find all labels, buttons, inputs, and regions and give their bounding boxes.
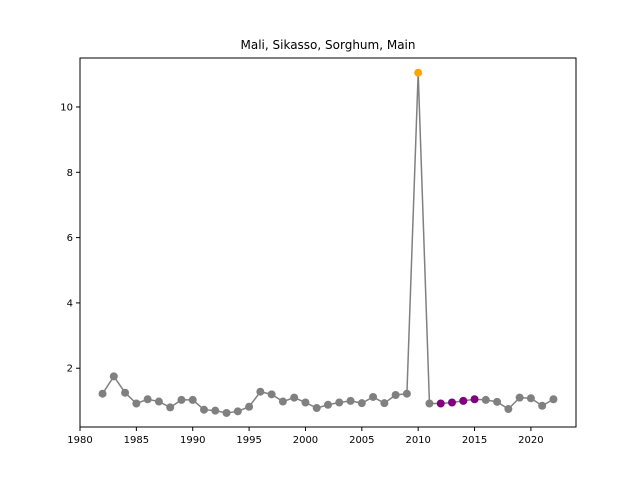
data-point bbox=[504, 405, 513, 414]
x-tick-label: 2000 bbox=[293, 435, 318, 446]
x-tick-label: 2005 bbox=[349, 435, 374, 446]
data-point bbox=[211, 406, 220, 415]
x-tick-label: 2020 bbox=[518, 435, 543, 446]
y-tick-label: 10 bbox=[60, 102, 73, 113]
data-point bbox=[481, 395, 490, 404]
data-point bbox=[154, 397, 163, 406]
x-tick-label: 1985 bbox=[124, 435, 149, 446]
data-point bbox=[267, 390, 276, 399]
data-point bbox=[301, 398, 310, 407]
chart-title: Mali, Sikasso, Sorghum, Main bbox=[241, 38, 416, 52]
x-tick-label: 1995 bbox=[236, 435, 261, 446]
data-point bbox=[391, 390, 400, 399]
data-point bbox=[121, 388, 130, 397]
x-tick-label: 1990 bbox=[180, 435, 205, 446]
x-tick-label: 2015 bbox=[462, 435, 487, 446]
data-point bbox=[233, 407, 242, 416]
y-tick-label: 6 bbox=[67, 233, 73, 244]
data-point bbox=[335, 398, 344, 407]
data-point bbox=[414, 68, 423, 77]
data-point bbox=[166, 403, 175, 412]
data-point bbox=[402, 389, 411, 398]
data-point bbox=[188, 395, 197, 404]
data-point bbox=[290, 393, 299, 402]
data-point bbox=[312, 404, 321, 413]
data-point bbox=[278, 397, 287, 406]
data-point bbox=[493, 397, 502, 406]
data-point bbox=[98, 389, 107, 398]
plot-frame bbox=[79, 57, 577, 428]
y-tick-label: 4 bbox=[67, 298, 73, 309]
data-point bbox=[549, 395, 558, 404]
data-point bbox=[448, 398, 456, 407]
data-point bbox=[109, 372, 118, 381]
x-tick-label: 2010 bbox=[405, 435, 430, 446]
y-tick-label: 2 bbox=[67, 364, 73, 375]
data-point bbox=[132, 399, 141, 408]
data-point bbox=[470, 395, 479, 404]
data-point bbox=[324, 400, 332, 409]
data-point bbox=[200, 405, 208, 414]
data-point bbox=[346, 396, 355, 405]
data-point bbox=[143, 395, 152, 404]
data-point bbox=[222, 408, 231, 417]
plot-area bbox=[98, 68, 558, 417]
x-axis: 1980 1985 1990 1995 2000 2005 2010 2015 2020 bbox=[67, 427, 544, 446]
data-point bbox=[459, 396, 468, 405]
data-point bbox=[436, 399, 445, 408]
data-point bbox=[357, 399, 366, 408]
data-point bbox=[526, 394, 535, 403]
data-point bbox=[538, 401, 547, 410]
data-point bbox=[425, 399, 434, 408]
data-point bbox=[369, 392, 378, 401]
data-point bbox=[515, 393, 524, 402]
data-point bbox=[256, 387, 265, 396]
data-point bbox=[177, 395, 186, 404]
data-point bbox=[380, 399, 389, 408]
y-axis: 2 4 6 8 10 bbox=[60, 102, 80, 375]
data-point bbox=[245, 402, 254, 411]
x-tick-label: 1980 bbox=[67, 435, 92, 446]
y-tick-label: 8 bbox=[67, 168, 73, 179]
